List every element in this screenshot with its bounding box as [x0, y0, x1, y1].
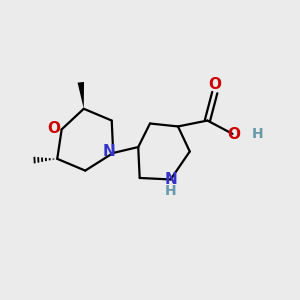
Text: O: O — [47, 121, 61, 136]
Text: O: O — [208, 77, 221, 92]
Text: H: H — [251, 127, 263, 141]
Text: O: O — [227, 127, 240, 142]
Text: N: N — [164, 172, 177, 187]
Text: H: H — [165, 184, 176, 198]
Polygon shape — [78, 82, 84, 109]
Text: N: N — [102, 144, 115, 159]
